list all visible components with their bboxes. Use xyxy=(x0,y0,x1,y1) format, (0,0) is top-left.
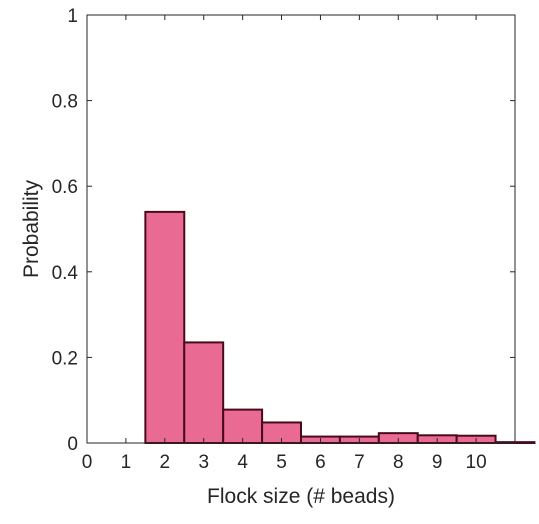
plot-frame xyxy=(86,14,516,444)
y-tick-label: 0.8 xyxy=(52,92,78,113)
x-tick-label: 8 xyxy=(393,452,404,473)
histogram-bar xyxy=(144,210,186,444)
y-tick-label: 1 xyxy=(67,6,78,27)
x-tick-label: 7 xyxy=(354,452,365,473)
bars-group xyxy=(144,210,536,445)
histogram-bar xyxy=(222,408,264,444)
y-tick-label: 0.6 xyxy=(52,177,78,198)
x-tick-label: 2 xyxy=(160,452,171,473)
histogram-bar xyxy=(183,341,225,445)
axes-group xyxy=(86,14,516,444)
x-tick-label: 4 xyxy=(237,452,248,473)
x-tick-label: 10 xyxy=(466,452,487,473)
x-tick-label: 3 xyxy=(198,452,209,473)
x-tick-label: 6 xyxy=(315,452,326,473)
y-tick-label: 0.2 xyxy=(52,348,78,369)
y-tick-label: 0 xyxy=(67,434,78,455)
x-tick-label: 0 xyxy=(82,452,93,473)
x-axis-label: Flock size (# beads) xyxy=(207,485,395,508)
x-tick-label: 1 xyxy=(121,452,132,473)
y-axis-label: Probability xyxy=(20,179,43,278)
x-tick-label: 5 xyxy=(276,452,287,473)
x-tick-label: 9 xyxy=(432,452,443,473)
y-tick-label: 0.4 xyxy=(52,263,79,284)
ticks-group: 0 1 2 3 4 5 6 7 8 9 10 0 0.2 0.4 0.6 0.8 1 xyxy=(52,6,515,473)
